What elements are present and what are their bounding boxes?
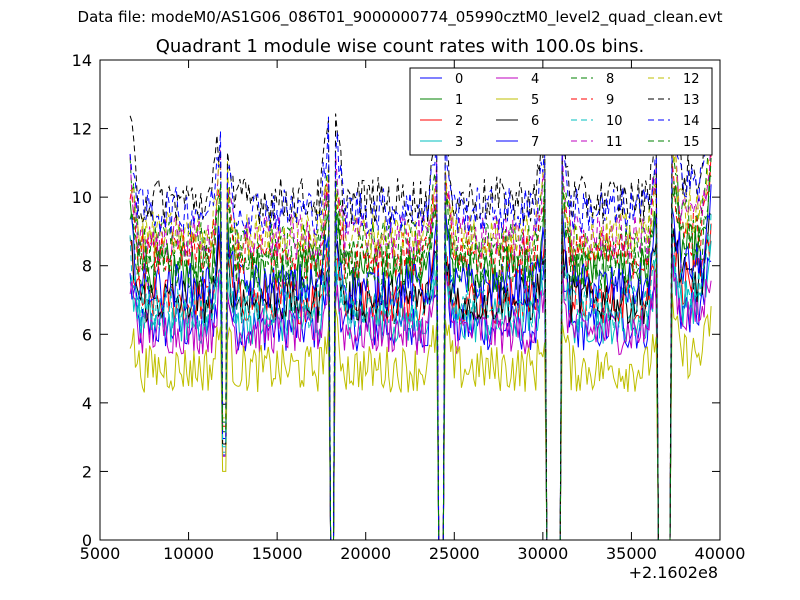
legend-label-2: 2	[455, 114, 463, 129]
series-line-14	[129, 116, 712, 540]
series-line-7	[129, 184, 712, 540]
x-tick-label: 10000	[163, 544, 214, 563]
legend-label-4: 4	[531, 72, 539, 87]
x-tick-label: 15000	[252, 544, 303, 563]
y-tick-label: 4	[82, 394, 92, 413]
y-tick-label: 8	[82, 257, 92, 276]
x-tick-label: 20000	[340, 544, 391, 563]
x-tick-label: 5000	[80, 544, 121, 563]
series-line-8	[129, 143, 712, 540]
x-offset-label: +2.1602e8	[629, 563, 718, 582]
series-line-5	[129, 292, 712, 540]
legend-label-5: 5	[531, 93, 539, 108]
x-tick-label: 30000	[517, 544, 568, 563]
x-tick-label: 25000	[429, 544, 480, 563]
legend-label-12: 12	[683, 72, 700, 87]
y-tick-label: 6	[82, 325, 92, 344]
x-tick-label: 35000	[606, 544, 657, 563]
y-tick-label: 0	[82, 531, 92, 550]
series-line-10	[129, 211, 712, 540]
legend-label-13: 13	[683, 93, 700, 108]
chart-title: Quadrant 1 module wise count rates with …	[155, 36, 645, 57]
y-tick-label: 14	[72, 51, 92, 70]
y-tick-label: 10	[72, 188, 92, 207]
legend-label-9: 9	[606, 93, 614, 108]
series-layer	[129, 90, 712, 540]
series-line-1	[129, 171, 712, 540]
y-tick-label: 12	[72, 120, 92, 139]
legend-label-15: 15	[683, 135, 700, 150]
x-tick-label: 40000	[695, 544, 746, 563]
plot-frame	[99, 59, 721, 541]
legend-label-7: 7	[531, 135, 539, 150]
series-line-15	[129, 157, 712, 540]
legend-label-8: 8	[606, 72, 614, 87]
figure-suptitle: Data file: modeM0/AS1G06_086T01_90000007…	[77, 8, 723, 26]
legend-label-11: 11	[606, 135, 623, 150]
legend-label-14: 14	[683, 114, 700, 129]
legend-label-6: 6	[531, 114, 539, 129]
legend-label-1: 1	[455, 93, 463, 108]
axis-ticks: 5000 10000 15000 20000 25000 30000 35000 40000 0…	[72, 51, 746, 563]
legend-label-0: 0	[455, 72, 463, 87]
legend-label-3: 3	[455, 135, 463, 150]
y-tick-label: 2	[82, 462, 92, 481]
legend-label-10: 10	[606, 114, 623, 129]
